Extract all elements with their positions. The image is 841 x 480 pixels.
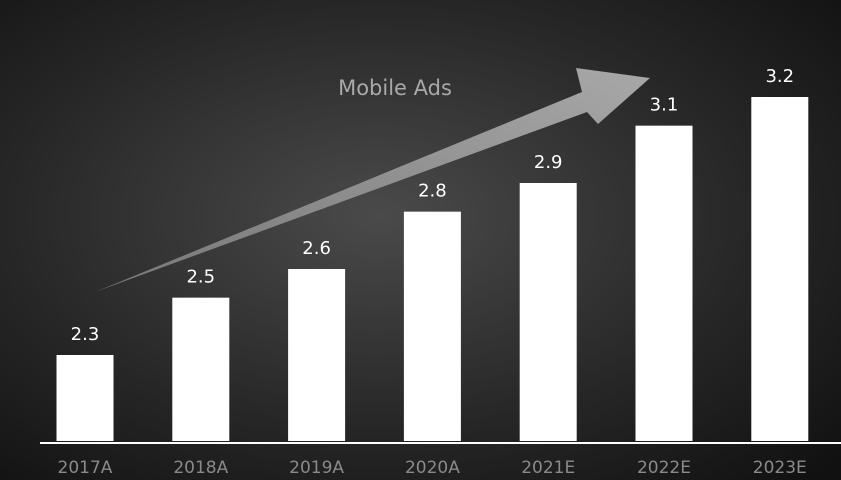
value-label: 2.8 [418, 181, 447, 202]
bar [403, 211, 461, 441]
x-tick-label: 2022E [637, 458, 691, 478]
value-label: 2.6 [302, 238, 331, 259]
x-tick-label: 2019A [289, 458, 344, 478]
bar [56, 355, 114, 441]
value-label: 3.2 [765, 66, 794, 87]
bar [751, 97, 809, 441]
bar [635, 125, 693, 442]
value-label: 2.3 [71, 324, 100, 345]
trend-arrow [95, 68, 650, 292]
bar [288, 269, 346, 441]
value-label: 2.9 [534, 152, 563, 173]
bar [519, 183, 577, 441]
x-tick-label: 2017A [58, 458, 113, 478]
annotation: Mobile Ads [338, 76, 452, 100]
value-label: 2.5 [186, 267, 215, 288]
x-tick-label: 2018A [173, 458, 228, 478]
x-tick-label: 2021E [521, 458, 575, 478]
value-label: 3.1 [650, 95, 679, 116]
bar [172, 297, 230, 441]
x-tick-label: 2020A [405, 458, 460, 478]
x-tick-label: 2023E [753, 458, 807, 478]
